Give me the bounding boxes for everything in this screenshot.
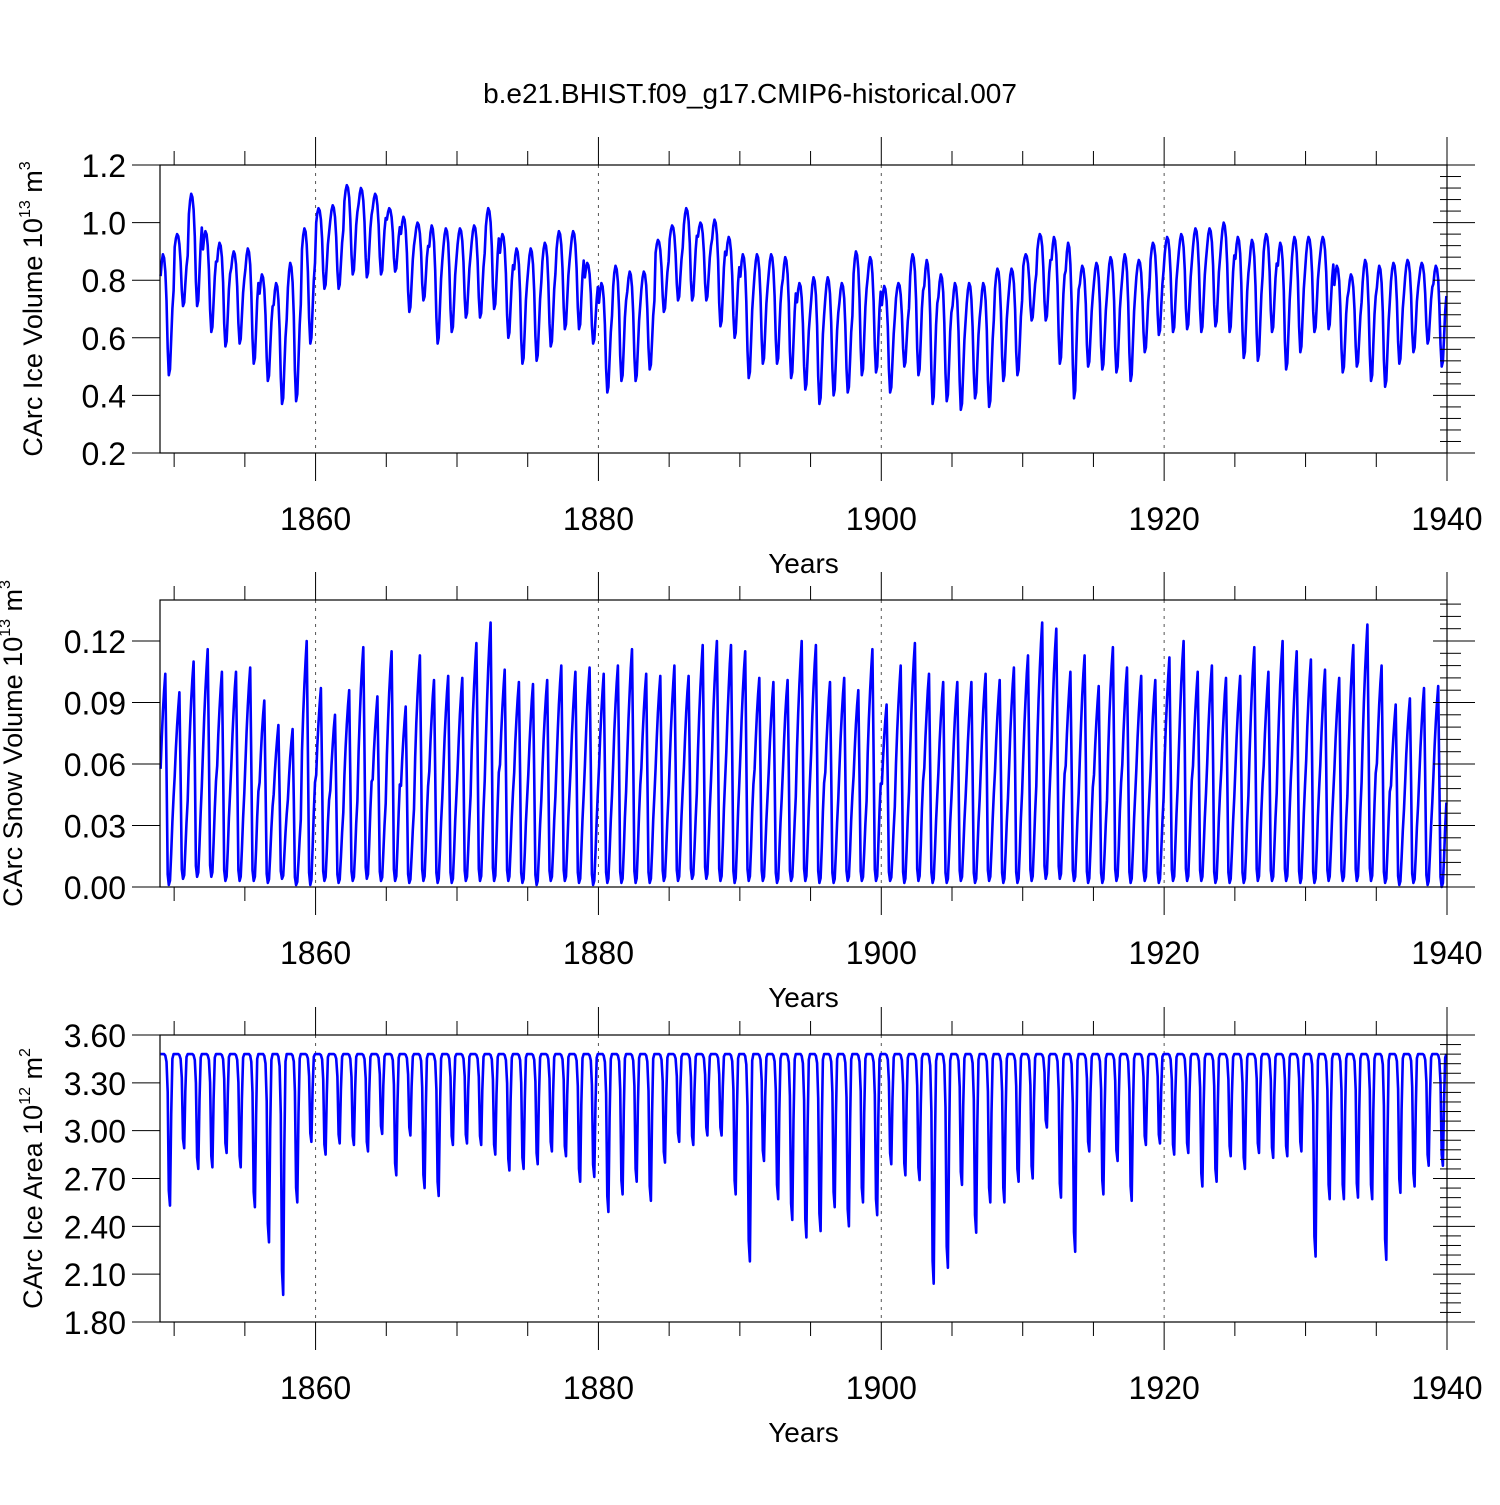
x-tick-label: 1860 — [280, 501, 351, 537]
series-line-ice-volume — [159, 183, 1448, 412]
y-tick-label: 0.8 — [82, 263, 126, 299]
x-tick-label: 1920 — [1129, 1370, 1200, 1406]
y-label-main: CArc Snow Volume 10 — [0, 637, 28, 907]
y-label-exp: 13 — [17, 200, 34, 218]
y-tick-label: 0.4 — [82, 378, 126, 414]
y-tick-label: 1.0 — [82, 206, 126, 242]
panel-ice-volume: 0.2 0.4 0.6 0.8 1.0 1.2 1860 1880 1900 1920 1940 Ye… — [17, 137, 1483, 579]
x-tick-label: 1900 — [846, 1370, 917, 1406]
x-tick-label: 1880 — [563, 501, 634, 537]
x-tick-label: 1920 — [1129, 501, 1200, 537]
x-axis-label: Years — [768, 982, 839, 1013]
panel-ice-area: 1.80 2.10 2.40 2.70 3.00 3.30 3.60 1860 1880 1900… — [17, 1007, 1483, 1448]
x-tick-label: 1940 — [1411, 935, 1482, 971]
y-tick-label: 2.40 — [64, 1209, 126, 1245]
y-label-exp: 12 — [17, 1087, 34, 1105]
y-label-unit: m — [18, 170, 48, 200]
x-tick-label: 1900 — [846, 935, 917, 971]
y-label-unit-exp: 2 — [17, 1048, 34, 1057]
x-tick-label: 1880 — [563, 935, 634, 971]
plot-frame — [159, 164, 1448, 454]
y-axis-label: CArc Ice Area 1012 m2 — [17, 1048, 48, 1309]
series-line-snow-volume — [159, 621, 1448, 889]
y-tick-label: 0.12 — [64, 624, 126, 660]
y-tick-label: 3.60 — [64, 1018, 126, 1054]
plot-frame — [159, 599, 1448, 888]
x-axis-label: Years — [768, 1417, 839, 1448]
x-tick-label: 1860 — [280, 1370, 351, 1406]
y-tick-label: 0.2 — [82, 436, 126, 472]
y-tick-label: 0.00 — [64, 870, 126, 906]
x-axis-label: Years — [768, 548, 839, 579]
y-label-main: CArc Ice Volume 10 — [18, 218, 48, 457]
y-tick-label: 3.00 — [64, 1114, 126, 1150]
y-label-unit: m — [18, 1057, 48, 1087]
y-tick-label: 3.30 — [64, 1066, 126, 1102]
x-tick-label: 1940 — [1411, 1370, 1482, 1406]
y-tick-label: 0.03 — [64, 809, 126, 845]
x-tick-label: 1880 — [563, 1370, 634, 1406]
y-tick-label: 1.2 — [82, 148, 126, 184]
y-label-unit: m — [0, 589, 28, 619]
series-line-ice-area — [160, 1052, 1448, 1297]
y-axis-label: CArc Snow Volume 1013 m3 — [0, 580, 28, 907]
y-label-unit-exp: 3 — [0, 580, 14, 589]
y-tick-label: 2.70 — [64, 1162, 126, 1198]
y-tick-label: 0.6 — [82, 321, 126, 357]
y-tick-label: 1.80 — [64, 1305, 126, 1341]
y-label-main: CArc Ice Area 10 — [18, 1105, 48, 1309]
x-tick-label: 1860 — [280, 935, 351, 971]
y-tick-label: 0.09 — [64, 686, 126, 722]
x-tick-label: 1940 — [1411, 501, 1482, 537]
y-axis-label: CArc Ice Volume 1013 m3 — [17, 161, 48, 456]
x-tick-label: 1920 — [1129, 935, 1200, 971]
panel-snow-volume: 0.00 0.03 0.06 0.09 0.12 1860 1880 1900 1920 1940… — [0, 572, 1483, 1013]
y-tick-label: 0.06 — [64, 747, 126, 783]
y-label-exp: 13 — [0, 619, 14, 637]
figure-title: b.e21.BHIST.f09_g17.CMIP6-historical.007 — [483, 78, 1017, 109]
y-tick-label: 2.10 — [64, 1257, 126, 1293]
y-label-unit-exp: 3 — [17, 161, 34, 170]
x-tick-label: 1900 — [846, 501, 917, 537]
